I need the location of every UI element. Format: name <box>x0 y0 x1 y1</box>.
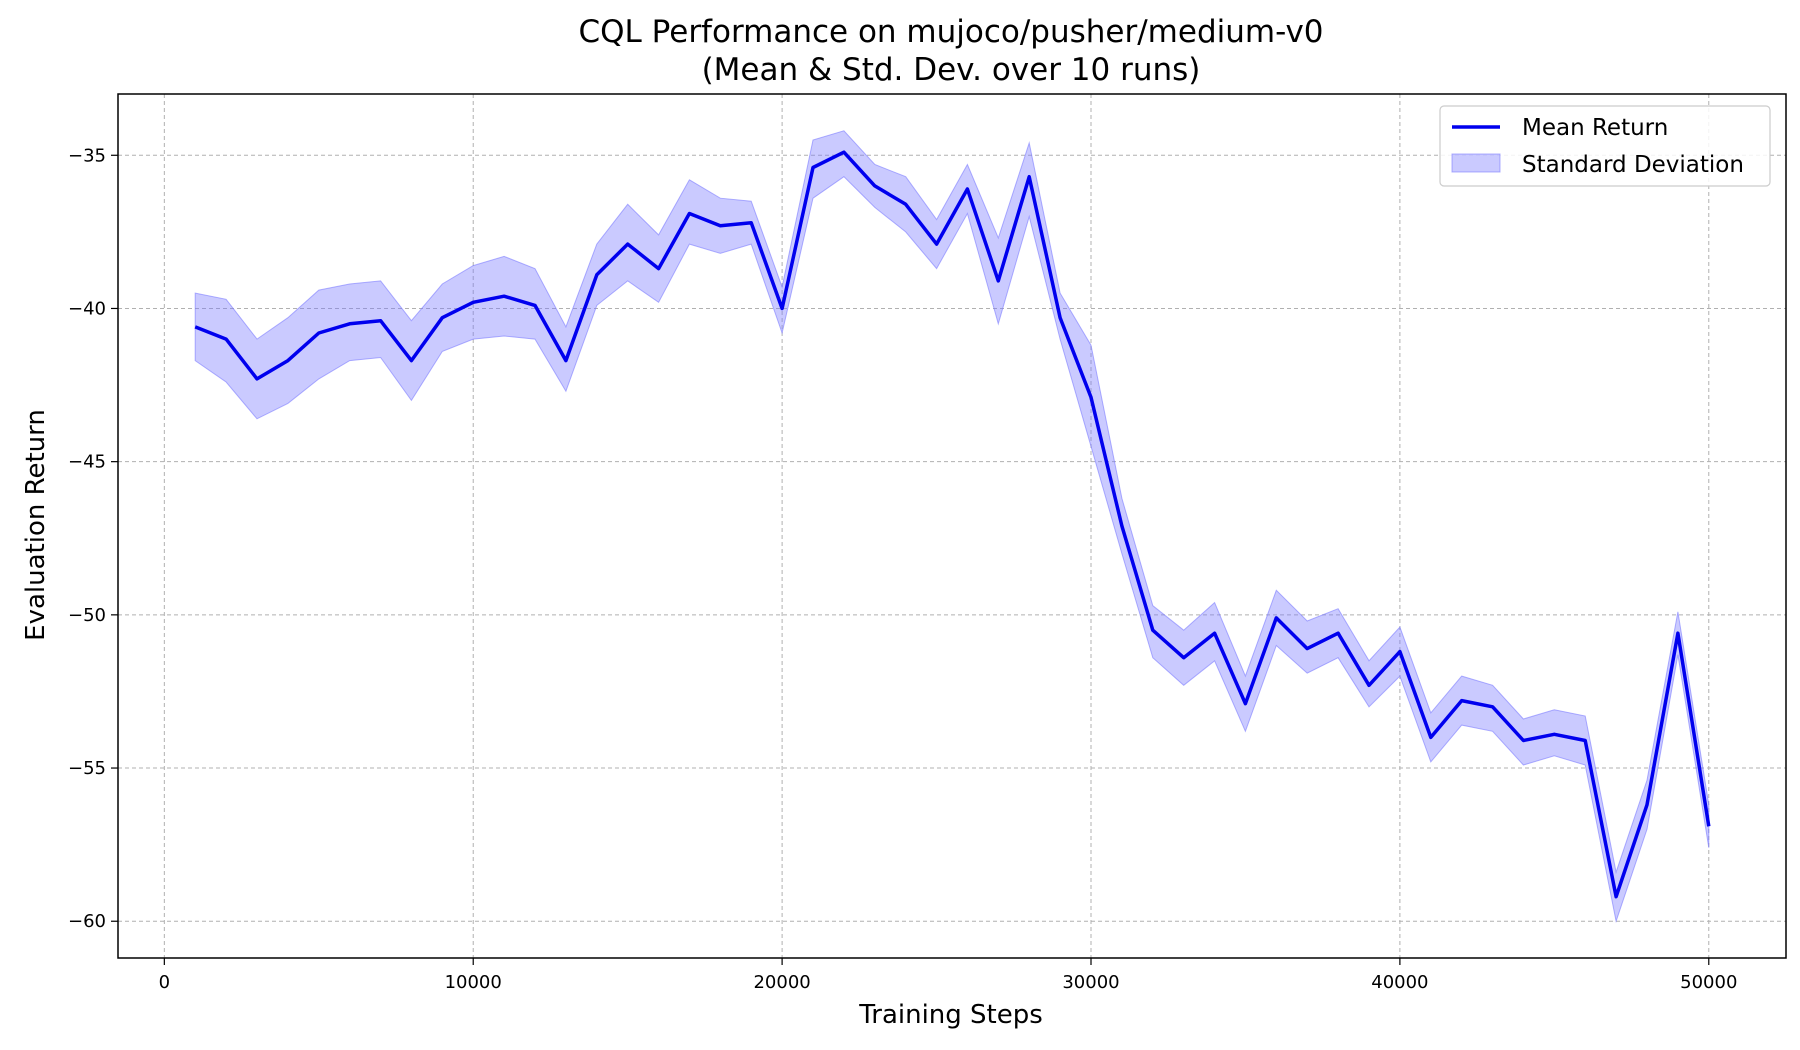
legend: Mean Return Standard Deviation <box>1439 105 1771 187</box>
legend-label-standard-deviation: Standard Deviation <box>1522 152 1744 178</box>
y-tick-label: −35 <box>68 145 106 166</box>
y-tick-label: −60 <box>68 911 106 932</box>
x-axis-label: Training Steps <box>858 1000 1043 1030</box>
mean-line-layer <box>194 150 1711 899</box>
std-deviation-band <box>194 130 1710 924</box>
x-tick-label: 40000 <box>1371 972 1428 993</box>
y-axis-ticks: −35 −40 −45 −50 −55 −60 <box>68 145 118 932</box>
x-axis-ticks: 0 10000 20000 30000 40000 50000 <box>159 958 1737 993</box>
x-tick-label: 50000 <box>1680 972 1737 993</box>
x-tick-label: 30000 <box>1062 972 1119 993</box>
legend-swatch-std-band <box>1451 153 1501 173</box>
x-tick-label: 10000 <box>445 972 502 993</box>
legend-label-mean-return: Mean Return <box>1522 115 1668 141</box>
std-band-layer <box>194 130 1710 924</box>
y-tick-label: −40 <box>68 298 106 319</box>
plot-area-frame <box>117 93 1787 959</box>
y-tick-label: −50 <box>68 605 106 626</box>
legend-box <box>1439 105 1771 187</box>
chart-title-line-1: CQL Performance on mujoco/pusher/medium-… <box>578 14 1323 50</box>
chart-title-line-2: (Mean & Std. Dev. over 10 runs) <box>702 52 1201 88</box>
y-tick-label: −45 <box>68 452 106 473</box>
x-tick-label: 20000 <box>753 972 810 993</box>
x-tick-label: 0 <box>159 972 170 993</box>
y-axis-label: Evaluation Return <box>21 409 51 641</box>
mean-return-line <box>194 150 1711 899</box>
y-tick-label: −55 <box>68 758 106 779</box>
